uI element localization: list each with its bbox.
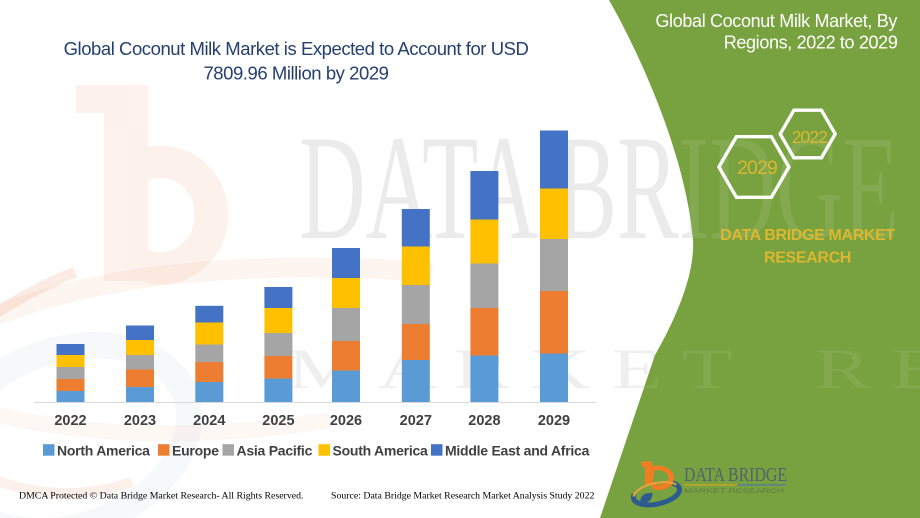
svg-text:South America: South America: [333, 443, 428, 459]
svg-text:DATA BRIDGE: DATA BRIDGE: [684, 464, 787, 486]
svg-text:2024: 2024: [193, 413, 225, 429]
svg-text:2027: 2027: [400, 413, 432, 429]
svg-text:RESEARCH: RESEARCH: [764, 250, 851, 267]
svg-text:Source: Data Bridge Market Res: Source: Data Bridge Market Research Mark…: [331, 490, 594, 501]
svg-text:Regions, 2022 to 2029: Regions, 2022 to 2029: [724, 33, 898, 53]
svg-text:2029: 2029: [737, 157, 777, 179]
svg-text:2022: 2022: [54, 413, 86, 429]
svg-text:DMCA Protected © Data Bridge M: DMCA Protected © Data Bridge Market Rese…: [19, 490, 303, 501]
svg-text:2023: 2023: [124, 413, 156, 429]
svg-text:Middle East and Africa: Middle East and Africa: [445, 443, 590, 459]
svg-text:2028: 2028: [468, 413, 500, 429]
svg-text:Asia Pacific: Asia Pacific: [237, 443, 313, 459]
svg-text:2025: 2025: [262, 413, 294, 429]
svg-text:Europe: Europe: [172, 443, 219, 459]
svg-text:Global Coconut Milk Market is: Global Coconut Milk Market is Expected t…: [64, 38, 529, 59]
svg-text:2026: 2026: [330, 413, 362, 429]
svg-text:DATA BRIDGE MARKET: DATA BRIDGE MARKET: [720, 227, 895, 244]
svg-text:MARKET RESEARCH: MARKET RESEARCH: [684, 488, 784, 495]
svg-text:7809.96 Million by 2029: 7809.96 Million by 2029: [203, 63, 388, 84]
svg-text:2029: 2029: [538, 413, 570, 429]
svg-text:2022: 2022: [792, 127, 827, 147]
svg-text:Global Coconut Milk Market, By: Global Coconut Milk Market, By: [655, 11, 897, 31]
svg-text:North America: North America: [57, 443, 150, 459]
